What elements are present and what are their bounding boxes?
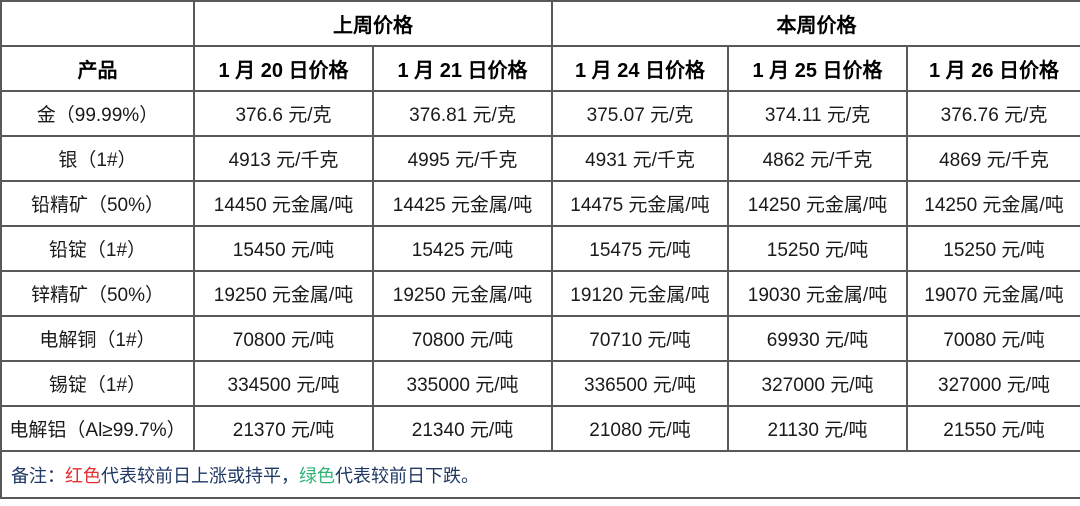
price-cell: 14250 元金属/吨 [727, 180, 908, 227]
group-header-this-week: 本周价格 [550, 0, 1080, 47]
price-cell: 4869 元/千克 [905, 135, 1080, 182]
price-cell: 19250 元金属/吨 [193, 270, 374, 317]
table-row-copper: 电解铜（1#） 70800 元/吨 70800 元/吨 70710 元/吨 69… [0, 315, 1080, 362]
price-cell: 14475 元金属/吨 [551, 180, 729, 227]
price-cell: 335000 元/吨 [372, 360, 553, 407]
product-cell: 电解铜（1#） [0, 315, 195, 362]
price-cell: 19250 元金属/吨 [372, 270, 553, 317]
price-cell: 15475 元/吨 [551, 225, 729, 272]
price-cell: 15450 元/吨 [193, 225, 374, 272]
product-cell: 锌精矿（50%） [0, 270, 195, 317]
price-cell: 15425 元/吨 [372, 225, 553, 272]
product-cell: 锡锭（1#） [0, 360, 195, 407]
product-cell: 银（1#） [0, 135, 195, 182]
price-cell: 70800 元/吨 [193, 315, 374, 362]
price-cell: 334500 元/吨 [193, 360, 374, 407]
price-cell: 69930 元/吨 [727, 315, 908, 362]
price-cell: 4913 元/千克 [193, 135, 374, 182]
corner-cell [0, 0, 195, 47]
price-cell: 21080 元/吨 [551, 405, 729, 452]
price-cell: 327000 元/吨 [727, 360, 908, 407]
group-header-last-week: 上周价格 [193, 0, 553, 47]
date-header-jan26: 1 月 26 日价格 [905, 45, 1080, 92]
price-cell: 14250 元金属/吨 [905, 180, 1080, 227]
price-cell: 19120 元金属/吨 [551, 270, 729, 317]
product-cell: 铅锭（1#） [0, 225, 195, 272]
price-cell: 15250 元/吨 [905, 225, 1080, 272]
note-row: 备注：红色代表较前日上涨或持平，绿色代表较前日下跌。 [0, 450, 1080, 499]
product-cell: 金（99.99%） [0, 90, 195, 137]
table-row-lead-ingot: 铅锭（1#） 15450 元/吨 15425 元/吨 15475 元/吨 152… [0, 225, 1080, 272]
date-header-jan21: 1 月 21 日价格 [372, 45, 553, 92]
table-row-gold: 金（99.99%） 376.6 元/克 376.81 元/克 375.07 元/… [0, 90, 1080, 137]
price-cell: 19070 元金属/吨 [905, 270, 1080, 317]
note-red-term: 红色 [65, 465, 101, 486]
group-header-row: 上周价格 本周价格 [0, 0, 1080, 47]
note-prefix: 备注： [11, 465, 65, 486]
price-cell: 376.76 元/克 [905, 90, 1080, 137]
price-cell: 21340 元/吨 [372, 405, 553, 452]
table-row-tin-ingot: 锡锭（1#） 334500 元/吨 335000 元/吨 336500 元/吨 … [0, 360, 1080, 407]
price-cell: 15250 元/吨 [727, 225, 908, 272]
table-row-silver: 银（1#） 4913 元/千克 4995 元/千克 4931 元/千克 4862… [0, 135, 1080, 182]
price-cell: 374.11 元/克 [727, 90, 908, 137]
product-cell: 铅精矿（50%） [0, 180, 195, 227]
table-row-aluminum: 电解铝（Al≥99.7%） 21370 元/吨 21340 元/吨 21080 … [0, 405, 1080, 452]
price-cell: 21370 元/吨 [193, 405, 374, 452]
date-header-jan25: 1 月 25 日价格 [727, 45, 908, 92]
note-green-desc: 代表较前日下跌。 [335, 465, 479, 486]
price-cell: 21550 元/吨 [905, 405, 1080, 452]
product-cell: 电解铝（Al≥99.7%） [0, 405, 195, 452]
price-cell: 21130 元/吨 [727, 405, 908, 452]
price-cell: 4995 元/千克 [372, 135, 553, 182]
price-cell: 375.07 元/克 [551, 90, 729, 137]
date-header-jan24: 1 月 24 日价格 [551, 45, 729, 92]
price-cell: 19030 元金属/吨 [727, 270, 908, 317]
note-red-desc: 代表较前日上涨或持平， [101, 465, 299, 486]
price-cell: 4931 元/千克 [551, 135, 729, 182]
price-cell: 14450 元金属/吨 [193, 180, 374, 227]
note-green-term: 绿色 [299, 465, 335, 486]
date-header-jan20: 1 月 20 日价格 [193, 45, 374, 92]
product-column-header: 产品 [0, 45, 195, 92]
price-cell: 70800 元/吨 [372, 315, 553, 362]
price-cell: 376.6 元/克 [193, 90, 374, 137]
table-row-lead-concentrate: 铅精矿（50%） 14450 元金属/吨 14425 元金属/吨 14475 元… [0, 180, 1080, 227]
price-cell: 70080 元/吨 [905, 315, 1080, 362]
price-cell: 4862 元/千克 [727, 135, 908, 182]
price-cell: 70710 元/吨 [551, 315, 729, 362]
table-row-zinc-concentrate: 锌精矿（50%） 19250 元金属/吨 19250 元金属/吨 19120 元… [0, 270, 1080, 317]
price-cell: 336500 元/吨 [551, 360, 729, 407]
price-cell: 14425 元金属/吨 [372, 180, 553, 227]
legend-note: 备注：红色代表较前日上涨或持平，绿色代表较前日下跌。 [0, 450, 1080, 499]
price-cell: 376.81 元/克 [372, 90, 553, 137]
price-cell: 327000 元/吨 [905, 360, 1080, 407]
column-header-row: 产品 1 月 20 日价格 1 月 21 日价格 1 月 24 日价格 1 月 … [0, 45, 1080, 92]
